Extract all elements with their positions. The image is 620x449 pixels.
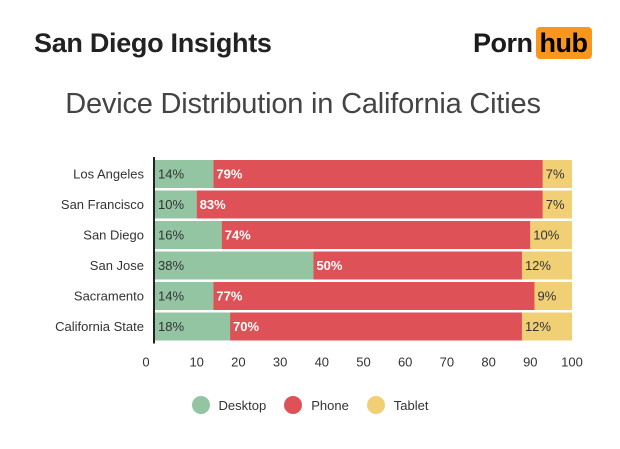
bar-tablet-california-state [521, 312, 572, 341]
bar-tablet-san-francisco [542, 190, 572, 219]
legend-swatch-tablet [366, 396, 385, 414]
bar-desktop-san-jose [155, 251, 314, 280]
data-label-desktop-los-angeles: 14% [158, 167, 184, 182]
legend-label-desktop: Desktop [218, 397, 267, 413]
data-label-desktop-san-jose: 38% [158, 258, 184, 273]
brand-logo: Porn hub [473, 27, 592, 59]
data-label-phone-san-jose: 50% [316, 258, 342, 273]
bar-phone-san-jose [313, 251, 522, 280]
bar-phone-san-francisco [196, 190, 543, 219]
category-label-los-angeles: Los Angeles [73, 167, 144, 182]
legend-label-phone: Phone [311, 397, 349, 413]
logo-text-right: hub [535, 27, 592, 59]
legend-item-tablet: Tablet [366, 396, 429, 414]
legend-swatch-phone [284, 396, 303, 414]
logo-text-left: Porn [473, 27, 533, 58]
data-label-tablet-california-state: 12% [525, 319, 551, 334]
bar-phone-san-diego [221, 221, 531, 249]
data-label-phone-san-francisco: 83% [200, 197, 226, 212]
data-label-phone-los-angeles: 79% [216, 167, 242, 182]
bar-desktop-sacramento [155, 282, 214, 310]
category-label-san-francisco: San Francisco [61, 197, 144, 212]
chart-title: Device Distribution in California Cities [65, 88, 541, 120]
category-label-san-jose: San Jose [90, 258, 144, 273]
bar-tablet-sacramento [534, 282, 572, 310]
bar-phone-california-state [230, 312, 522, 341]
data-label-phone-california-state: 70% [233, 319, 259, 334]
legend-item-desktop: Desktop [191, 396, 267, 414]
x-tick-label-90: 90 [523, 355, 537, 370]
data-label-tablet-san-diego: 10% [533, 228, 559, 243]
category-label-california-state: California State [55, 319, 144, 334]
x-tick-label-10: 10 [189, 355, 203, 370]
x-tick-label-50: 50 [356, 355, 370, 370]
bar-desktop-los-angeles [155, 160, 214, 188]
legend-item-phone: Phone [284, 396, 349, 414]
x-tick-label-70: 70 [440, 355, 454, 370]
x-tick-label-40: 40 [315, 355, 329, 370]
legend-label-tablet: Tablet [393, 397, 429, 413]
data-label-desktop-california-state: 18% [158, 319, 184, 334]
data-label-phone-sacramento: 77% [216, 289, 242, 304]
x-tick-label-100: 100 [561, 355, 583, 370]
data-label-phone-san-diego: 74% [225, 228, 251, 243]
bar-tablet-san-diego [530, 221, 572, 249]
legend-swatch-desktop [191, 396, 210, 414]
data-label-tablet-los-angeles: 7% [546, 167, 565, 182]
data-label-tablet-san-francisco: 7% [546, 197, 565, 212]
x-tick-label-60: 60 [398, 355, 412, 370]
x-tick-label-20: 20 [231, 355, 245, 370]
bar-tablet-san-jose [521, 251, 572, 280]
data-label-tablet-sacramento: 9% [537, 289, 556, 304]
bar-desktop-california-state [155, 312, 231, 341]
bar-desktop-san-francisco [155, 190, 197, 219]
x-tick-label-30: 30 [273, 355, 287, 370]
category-label-sacramento: Sacramento [74, 289, 144, 304]
data-label-desktop-sacramento: 14% [158, 289, 184, 304]
data-label-tablet-san-jose: 12% [525, 258, 551, 273]
chart-legend: Desktop Phone Tablet [0, 396, 620, 414]
page-title: San Diego Insights [34, 28, 272, 58]
data-label-desktop-san-diego: 16% [158, 228, 184, 243]
x-tick-label-80: 80 [481, 355, 495, 370]
bar-phone-sacramento [213, 282, 535, 310]
bar-tablet-los-angeles [542, 160, 572, 188]
data-label-desktop-san-francisco: 10% [158, 197, 184, 212]
x-tick-label-0: 0 [142, 355, 149, 370]
bar-desktop-san-diego [155, 221, 222, 249]
bar-phone-los-angeles [213, 160, 543, 188]
category-label-san-diego: San Diego [83, 228, 144, 243]
